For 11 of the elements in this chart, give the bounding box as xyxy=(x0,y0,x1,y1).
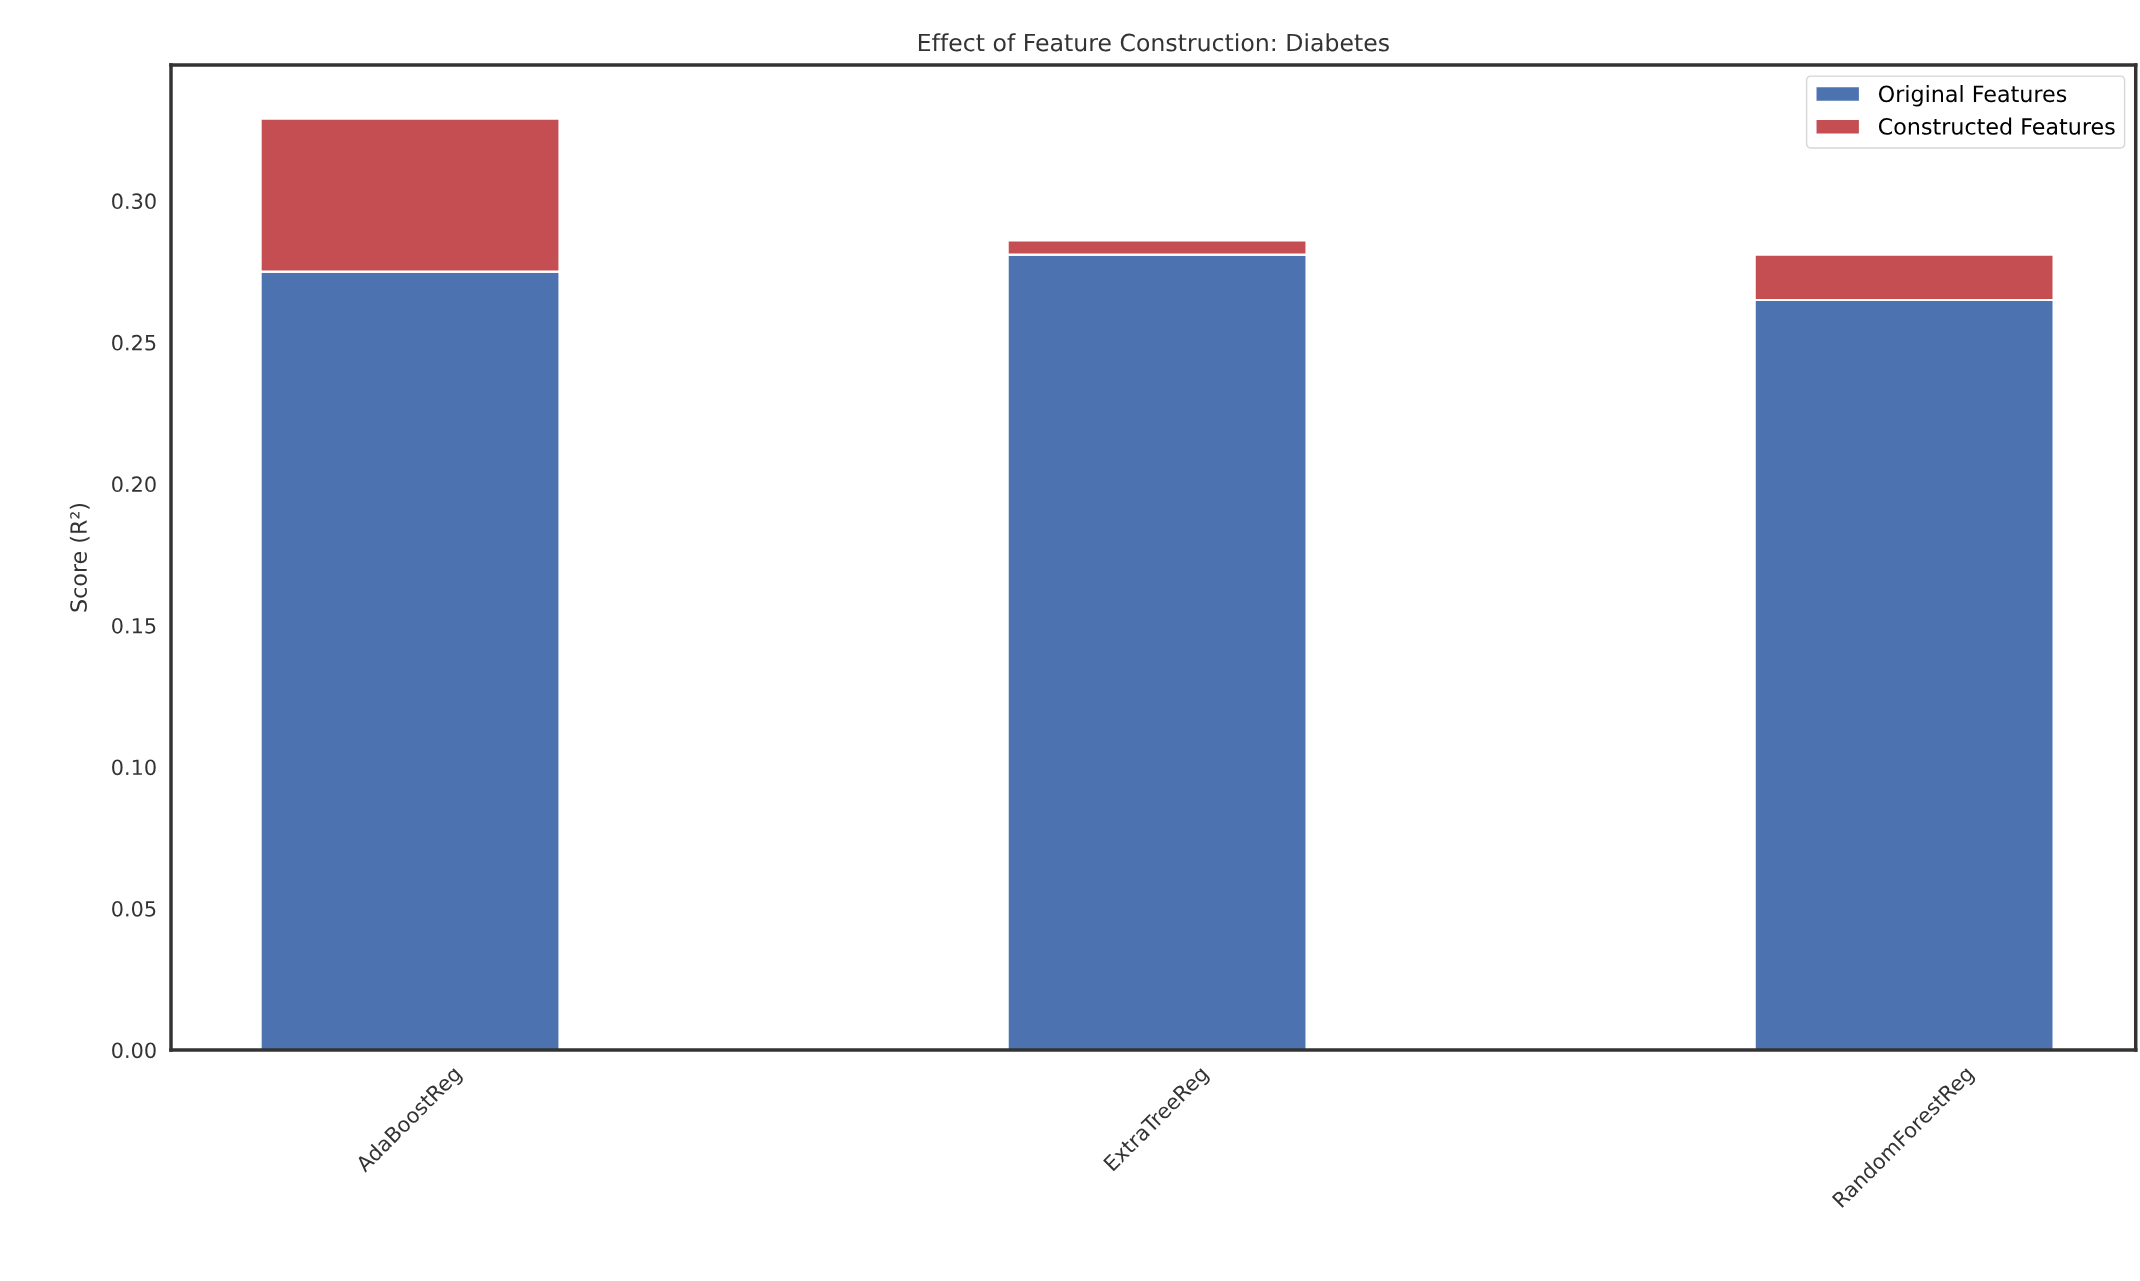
y-tick-label: 0.25 xyxy=(112,334,156,351)
legend-label: Original Features xyxy=(1878,85,2067,107)
y-tick-label: 0.15 xyxy=(112,617,156,634)
y-tick-label: 0.10 xyxy=(112,759,156,776)
y-tick-label: 0.00 xyxy=(112,1042,156,1059)
y-tick-label: 0.20 xyxy=(112,476,156,493)
y-axis-title: Score (R²) xyxy=(69,503,90,612)
chart-title: Effect of Feature Construction: Diabetes xyxy=(918,33,1389,52)
y-tick-label: 0.30 xyxy=(112,193,156,210)
y-tick-label: 0.05 xyxy=(112,900,156,917)
legend-label: Constructed Features xyxy=(1878,117,2115,135)
